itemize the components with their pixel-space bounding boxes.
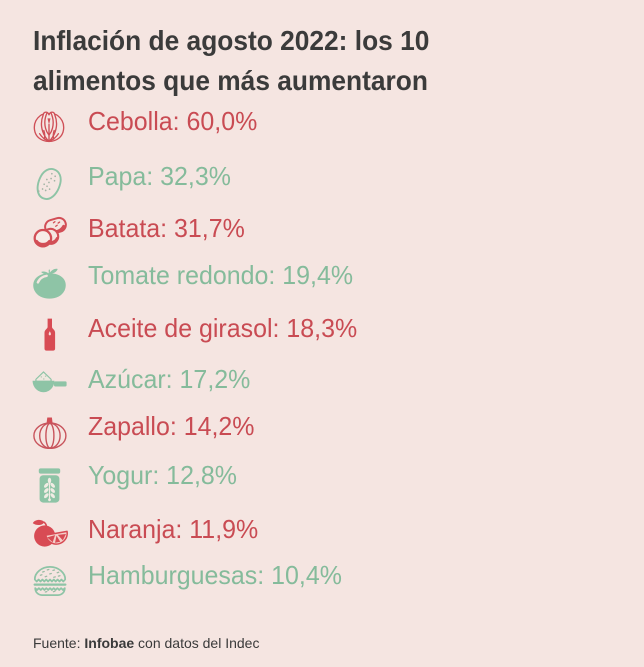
yogurt-jar-icon <box>38 468 61 503</box>
list-item-yogur: Yogur: 12,8% <box>0 457 644 503</box>
oil-bottle-icon <box>44 318 56 351</box>
list-item-zapallo: Zapallo: 14,2% <box>0 408 644 449</box>
source-suffix: con datos del Indec <box>134 635 260 651</box>
list-item-batata: Batata: 31,7% <box>0 210 644 248</box>
source-name: Infobae <box>84 635 135 651</box>
item-label: Hamburguesas: 10,4% <box>88 560 342 590</box>
sweet-potato-icon <box>33 216 67 248</box>
source-note: Fuente: Infobae con datos del Indec <box>33 635 259 651</box>
list-item-azucar: Azúcar: 17,2% <box>0 361 644 397</box>
item-label: Batata: 31,7% <box>88 213 245 243</box>
item-label: Aceite de girasol: 18,3% <box>88 313 358 343</box>
item-label: Azúcar: 17,2% <box>88 364 251 394</box>
item-label: Papa: 32,3% <box>88 161 231 191</box>
page-title: Inflación de agosto 2022: los 10 aliment… <box>33 21 593 101</box>
title-line-2: alimentos que más aumentaron <box>33 65 428 96</box>
potato-icon <box>36 168 62 200</box>
list-item-naranja: Naranja: 11,9% <box>0 511 644 547</box>
list-item-hamburguesas: Hamburguesas: 10,4% <box>0 557 644 596</box>
item-label: Cebolla: 60,0% <box>88 106 258 136</box>
orange-icon <box>32 519 68 547</box>
source-prefix: Fuente: <box>33 635 85 651</box>
list-item-tomate: Tomate redondo: 19,4% <box>0 257 644 299</box>
sugar-spoon-icon <box>32 371 67 393</box>
pumpkin-icon <box>33 417 67 449</box>
list-item-cebolla: Cebolla: 60,0% <box>0 103 644 143</box>
item-label: Yogur: 12,8% <box>88 460 237 490</box>
hamburger-icon <box>33 566 66 596</box>
onion-icon <box>33 111 65 143</box>
list-item-papa: Papa: 32,3% <box>0 158 644 200</box>
item-label: Naranja: 11,9% <box>88 514 259 544</box>
list-item-aceite: Aceite de girasol: 18,3% <box>0 310 644 351</box>
title-line-1: Inflación de agosto 2022: los 10 <box>33 25 430 56</box>
item-label: Tomate redondo: 19,4% <box>88 260 354 290</box>
tomato-icon <box>32 268 66 299</box>
item-label: Zapallo: 14,2% <box>88 411 255 441</box>
